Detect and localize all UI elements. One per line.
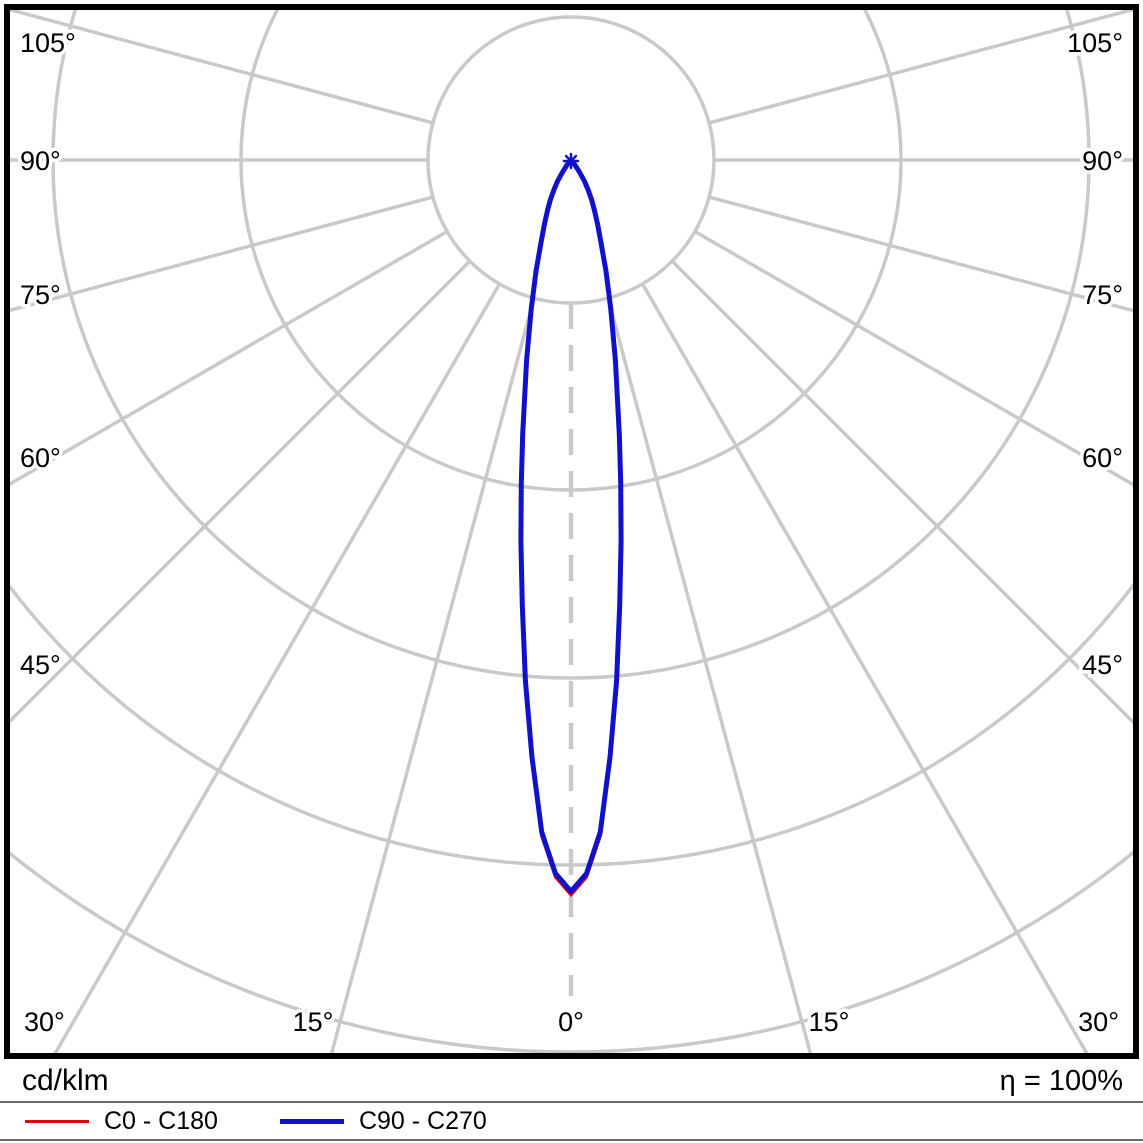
curve-c90-c270 <box>518 157 624 894</box>
angle-label: 0° <box>558 1007 584 1037</box>
legend-item-c90-c270: C90 - C270 <box>279 1106 487 1136</box>
legend-item-c0-c180: C0 - C180 <box>25 1107 218 1136</box>
angle-label: 15° <box>293 1007 334 1037</box>
polar-grid <box>10 10 1133 1053</box>
units-label: cd/klm <box>22 1064 109 1097</box>
legend: C0 - C180 C90 - C270 <box>0 1101 1143 1141</box>
angle-label: 105° <box>1067 28 1123 58</box>
angle-label: 15° <box>809 1007 850 1037</box>
angle-label: 30° <box>24 1007 65 1037</box>
angle-label: 90° <box>1082 146 1123 176</box>
legend-label-c0-c180: C0 - C180 <box>104 1106 218 1135</box>
diagram-footer: cd/klm η = 100% C0 - C180 C90 - C270 <box>0 1062 1143 1143</box>
angle-label: 75° <box>1082 280 1123 310</box>
efficiency-label: η = 100% <box>999 1065 1123 1097</box>
footer-top-row: cd/klm η = 100% <box>0 1062 1143 1098</box>
angle-label: 30° <box>1078 1007 1119 1037</box>
center-marker <box>562 152 580 170</box>
plot-border <box>4 4 1139 1059</box>
angle-label: 60° <box>20 443 61 473</box>
angle-label: 45° <box>20 650 61 680</box>
angle-label: 105° <box>20 28 76 58</box>
angle-label: 75° <box>20 280 61 310</box>
legend-label-c90-c270: C90 - C270 <box>358 1106 487 1135</box>
angle-label: 45° <box>1082 650 1123 680</box>
angle-label: 90° <box>20 146 61 176</box>
angle-label: 60° <box>1082 443 1123 473</box>
polar-diagram: 105° 105° 90° 90° 75° 75° 60° 60° 45° 45° 30° 15° 0°… <box>4 4 1139 1059</box>
c90-c270-line-swatch <box>279 1118 344 1124</box>
c0-c180-line-swatch <box>25 1119 89 1123</box>
